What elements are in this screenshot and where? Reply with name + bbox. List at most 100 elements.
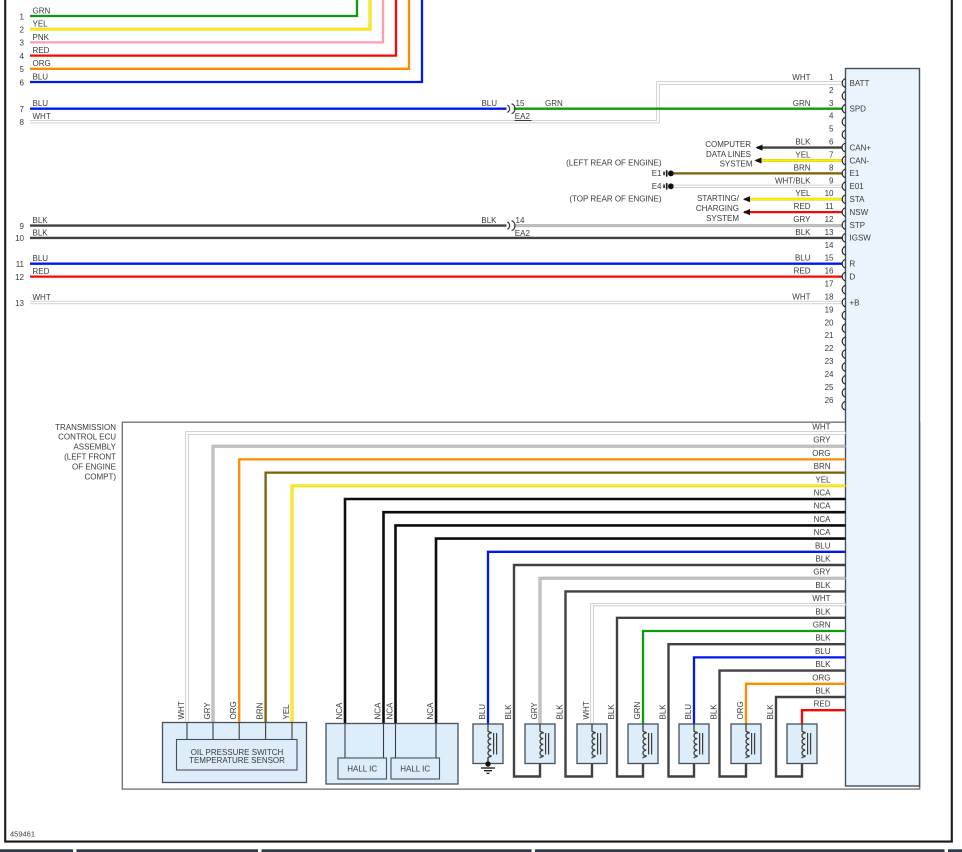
svg-text:16: 16 (825, 267, 834, 276)
svg-text:12: 12 (825, 215, 834, 224)
svg-text:5: 5 (829, 125, 834, 134)
svg-text:BRN: BRN (814, 462, 831, 471)
svg-text:24: 24 (825, 370, 834, 379)
svg-text:NCA: NCA (814, 489, 832, 498)
svg-text:EA2: EA2 (515, 229, 531, 238)
svg-text:ORG: ORG (736, 701, 745, 719)
svg-text:GRY: GRY (813, 436, 831, 445)
svg-text:WHT: WHT (177, 701, 186, 719)
svg-text:WHT: WHT (33, 293, 51, 302)
svg-text:BLK: BLK (815, 634, 831, 643)
svg-text:23: 23 (825, 357, 834, 366)
svg-text:GRN: GRN (793, 99, 811, 108)
svg-text:OIL PRESSURE SWITCH: OIL PRESSURE SWITCH (191, 748, 284, 757)
svg-text:BLK: BLK (556, 704, 565, 720)
svg-text:7: 7 (20, 105, 25, 114)
svg-text:ORG: ORG (229, 701, 238, 719)
svg-text:BLU: BLU (478, 704, 487, 720)
svg-text:RED: RED (814, 700, 831, 709)
svg-text:13: 13 (15, 299, 24, 308)
svg-text:5: 5 (20, 65, 25, 74)
svg-text:BLU: BLU (684, 704, 693, 720)
svg-text:25: 25 (825, 383, 834, 392)
svg-text:IGSW: IGSW (850, 234, 872, 243)
svg-text:ORG: ORG (812, 449, 830, 458)
svg-text:BLK: BLK (659, 704, 668, 720)
svg-text:BLK: BLK (766, 704, 775, 720)
svg-text:BLK: BLK (795, 138, 811, 147)
svg-text:GRN: GRN (813, 621, 831, 630)
svg-text:14: 14 (516, 216, 525, 225)
svg-text:17: 17 (825, 280, 834, 289)
svg-text:11: 11 (16, 260, 25, 269)
svg-text:WHT: WHT (812, 594, 830, 603)
svg-text:HALL IC: HALL IC (400, 765, 430, 774)
svg-text:9: 9 (20, 222, 25, 231)
svg-text:BLU: BLU (795, 254, 811, 263)
svg-text:BLU: BLU (481, 99, 497, 108)
svg-text:BRN: BRN (256, 702, 265, 719)
svg-text:BLK: BLK (815, 555, 831, 564)
svg-text:NCA: NCA (814, 515, 832, 524)
svg-text:BLK: BLK (710, 704, 719, 720)
svg-text:BLK: BLK (815, 687, 831, 696)
svg-text:CHARGING: CHARGING (696, 204, 739, 213)
svg-text:(LEFT REAR OF ENGINE): (LEFT REAR OF ENGINE) (566, 159, 662, 168)
svg-text:3: 3 (829, 99, 834, 108)
svg-text:SYSTEM: SYSTEM (706, 214, 739, 223)
svg-text:WHT: WHT (33, 112, 51, 121)
svg-text:GRN: GRN (33, 6, 51, 15)
svg-text:NCA: NCA (335, 702, 344, 720)
svg-text:NCA: NCA (814, 528, 832, 537)
svg-text:BLK: BLK (815, 581, 831, 590)
svg-text:CONTROL ECU: CONTROL ECU (58, 433, 116, 442)
svg-text:NSW: NSW (850, 208, 869, 217)
svg-text:YEL: YEL (282, 704, 291, 720)
svg-text:SYSTEM: SYSTEM (720, 160, 753, 169)
svg-text:8: 8 (829, 163, 834, 172)
svg-text:9: 9 (829, 176, 834, 185)
svg-text:BLK: BLK (33, 228, 49, 237)
svg-text:CAN+: CAN+ (850, 143, 872, 152)
svg-text:WHT: WHT (582, 701, 591, 719)
svg-text:CAN-: CAN- (850, 156, 870, 165)
svg-text:15: 15 (516, 99, 525, 108)
svg-text:WHT: WHT (812, 423, 830, 432)
svg-text:459461: 459461 (10, 830, 35, 839)
svg-text:STA: STA (850, 195, 866, 204)
svg-text:BLK: BLK (795, 228, 811, 237)
svg-text:4: 4 (20, 52, 25, 61)
svg-text:GRN: GRN (633, 702, 642, 720)
svg-text:ASSEMBLY: ASSEMBLY (73, 443, 116, 452)
svg-text:3: 3 (20, 39, 25, 48)
svg-text:11: 11 (825, 202, 834, 211)
svg-text:WHT: WHT (792, 293, 810, 302)
svg-text:OF ENGINE: OF ENGINE (72, 462, 116, 471)
svg-text:SPD: SPD (850, 105, 867, 114)
svg-text:BLU: BLU (33, 72, 49, 81)
svg-text:14: 14 (825, 241, 834, 250)
svg-text:(TOP REAR OF ENGINE): (TOP REAR OF ENGINE) (569, 194, 661, 203)
svg-text:15: 15 (825, 254, 834, 263)
svg-text:BLK: BLK (607, 704, 616, 720)
svg-text:RED: RED (33, 46, 50, 55)
svg-text:ORG: ORG (812, 673, 830, 682)
svg-text:YEL: YEL (795, 151, 811, 160)
svg-text:YEL: YEL (815, 475, 831, 484)
svg-text:20: 20 (825, 318, 834, 327)
svg-text:GRY: GRY (813, 568, 831, 577)
svg-text:2: 2 (829, 86, 834, 95)
svg-text:GRY: GRY (793, 215, 811, 224)
svg-text:6: 6 (20, 78, 25, 87)
svg-text:BLU: BLU (815, 647, 831, 656)
svg-text:BLK: BLK (33, 216, 49, 225)
svg-text:BRN: BRN (794, 163, 811, 172)
svg-text:BLK: BLK (815, 607, 831, 616)
svg-text:WHT/BLK: WHT/BLK (775, 176, 811, 185)
svg-text:BATT: BATT (850, 79, 870, 88)
svg-text:(LEFT FRONT: (LEFT FRONT (64, 453, 116, 462)
svg-text:7: 7 (829, 151, 834, 160)
svg-text:1: 1 (20, 12, 25, 21)
svg-text:4: 4 (829, 112, 834, 121)
svg-text:BLU: BLU (815, 541, 831, 550)
